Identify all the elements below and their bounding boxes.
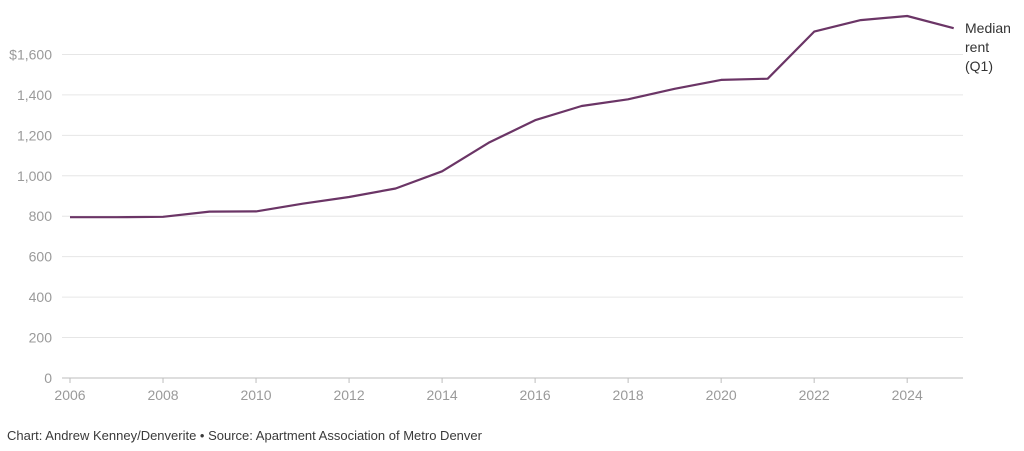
x-tick-label: 2024 [892, 387, 923, 403]
x-tick-label: 2012 [333, 387, 364, 403]
y-tick-label: $1,600 [9, 46, 52, 62]
y-tick-label: 800 [29, 208, 53, 224]
x-tick-label: 2014 [427, 387, 458, 403]
y-tick-label: 0 [44, 370, 52, 386]
y-tick-label: 200 [29, 330, 53, 346]
x-tick-label: 2022 [799, 387, 830, 403]
series-label: Median rent (Q1) [965, 20, 1011, 74]
x-tick-label: 2016 [520, 387, 551, 403]
x-tick-label: 2006 [54, 387, 85, 403]
y-tick-label: 1,400 [17, 87, 52, 103]
y-tick-label: 400 [29, 289, 53, 305]
x-tick-label: 2010 [240, 387, 271, 403]
line-chart: 0 200 400 600 800 1,000 1,200 1,400 $1,600 2006 20… [9, 14, 1011, 403]
y-tick-label: 600 [29, 249, 53, 265]
y-tick-label: 1,000 [17, 168, 52, 184]
y-tick-label: 1,200 [17, 127, 52, 143]
chart-credit: Chart: Andrew Kenney/Denverite • Source:… [7, 428, 482, 443]
x-tick-label: 2008 [147, 387, 178, 403]
x-tick-label: 2020 [706, 387, 737, 403]
series-line [70, 14, 954, 219]
x-tick-label: 2018 [613, 387, 644, 403]
